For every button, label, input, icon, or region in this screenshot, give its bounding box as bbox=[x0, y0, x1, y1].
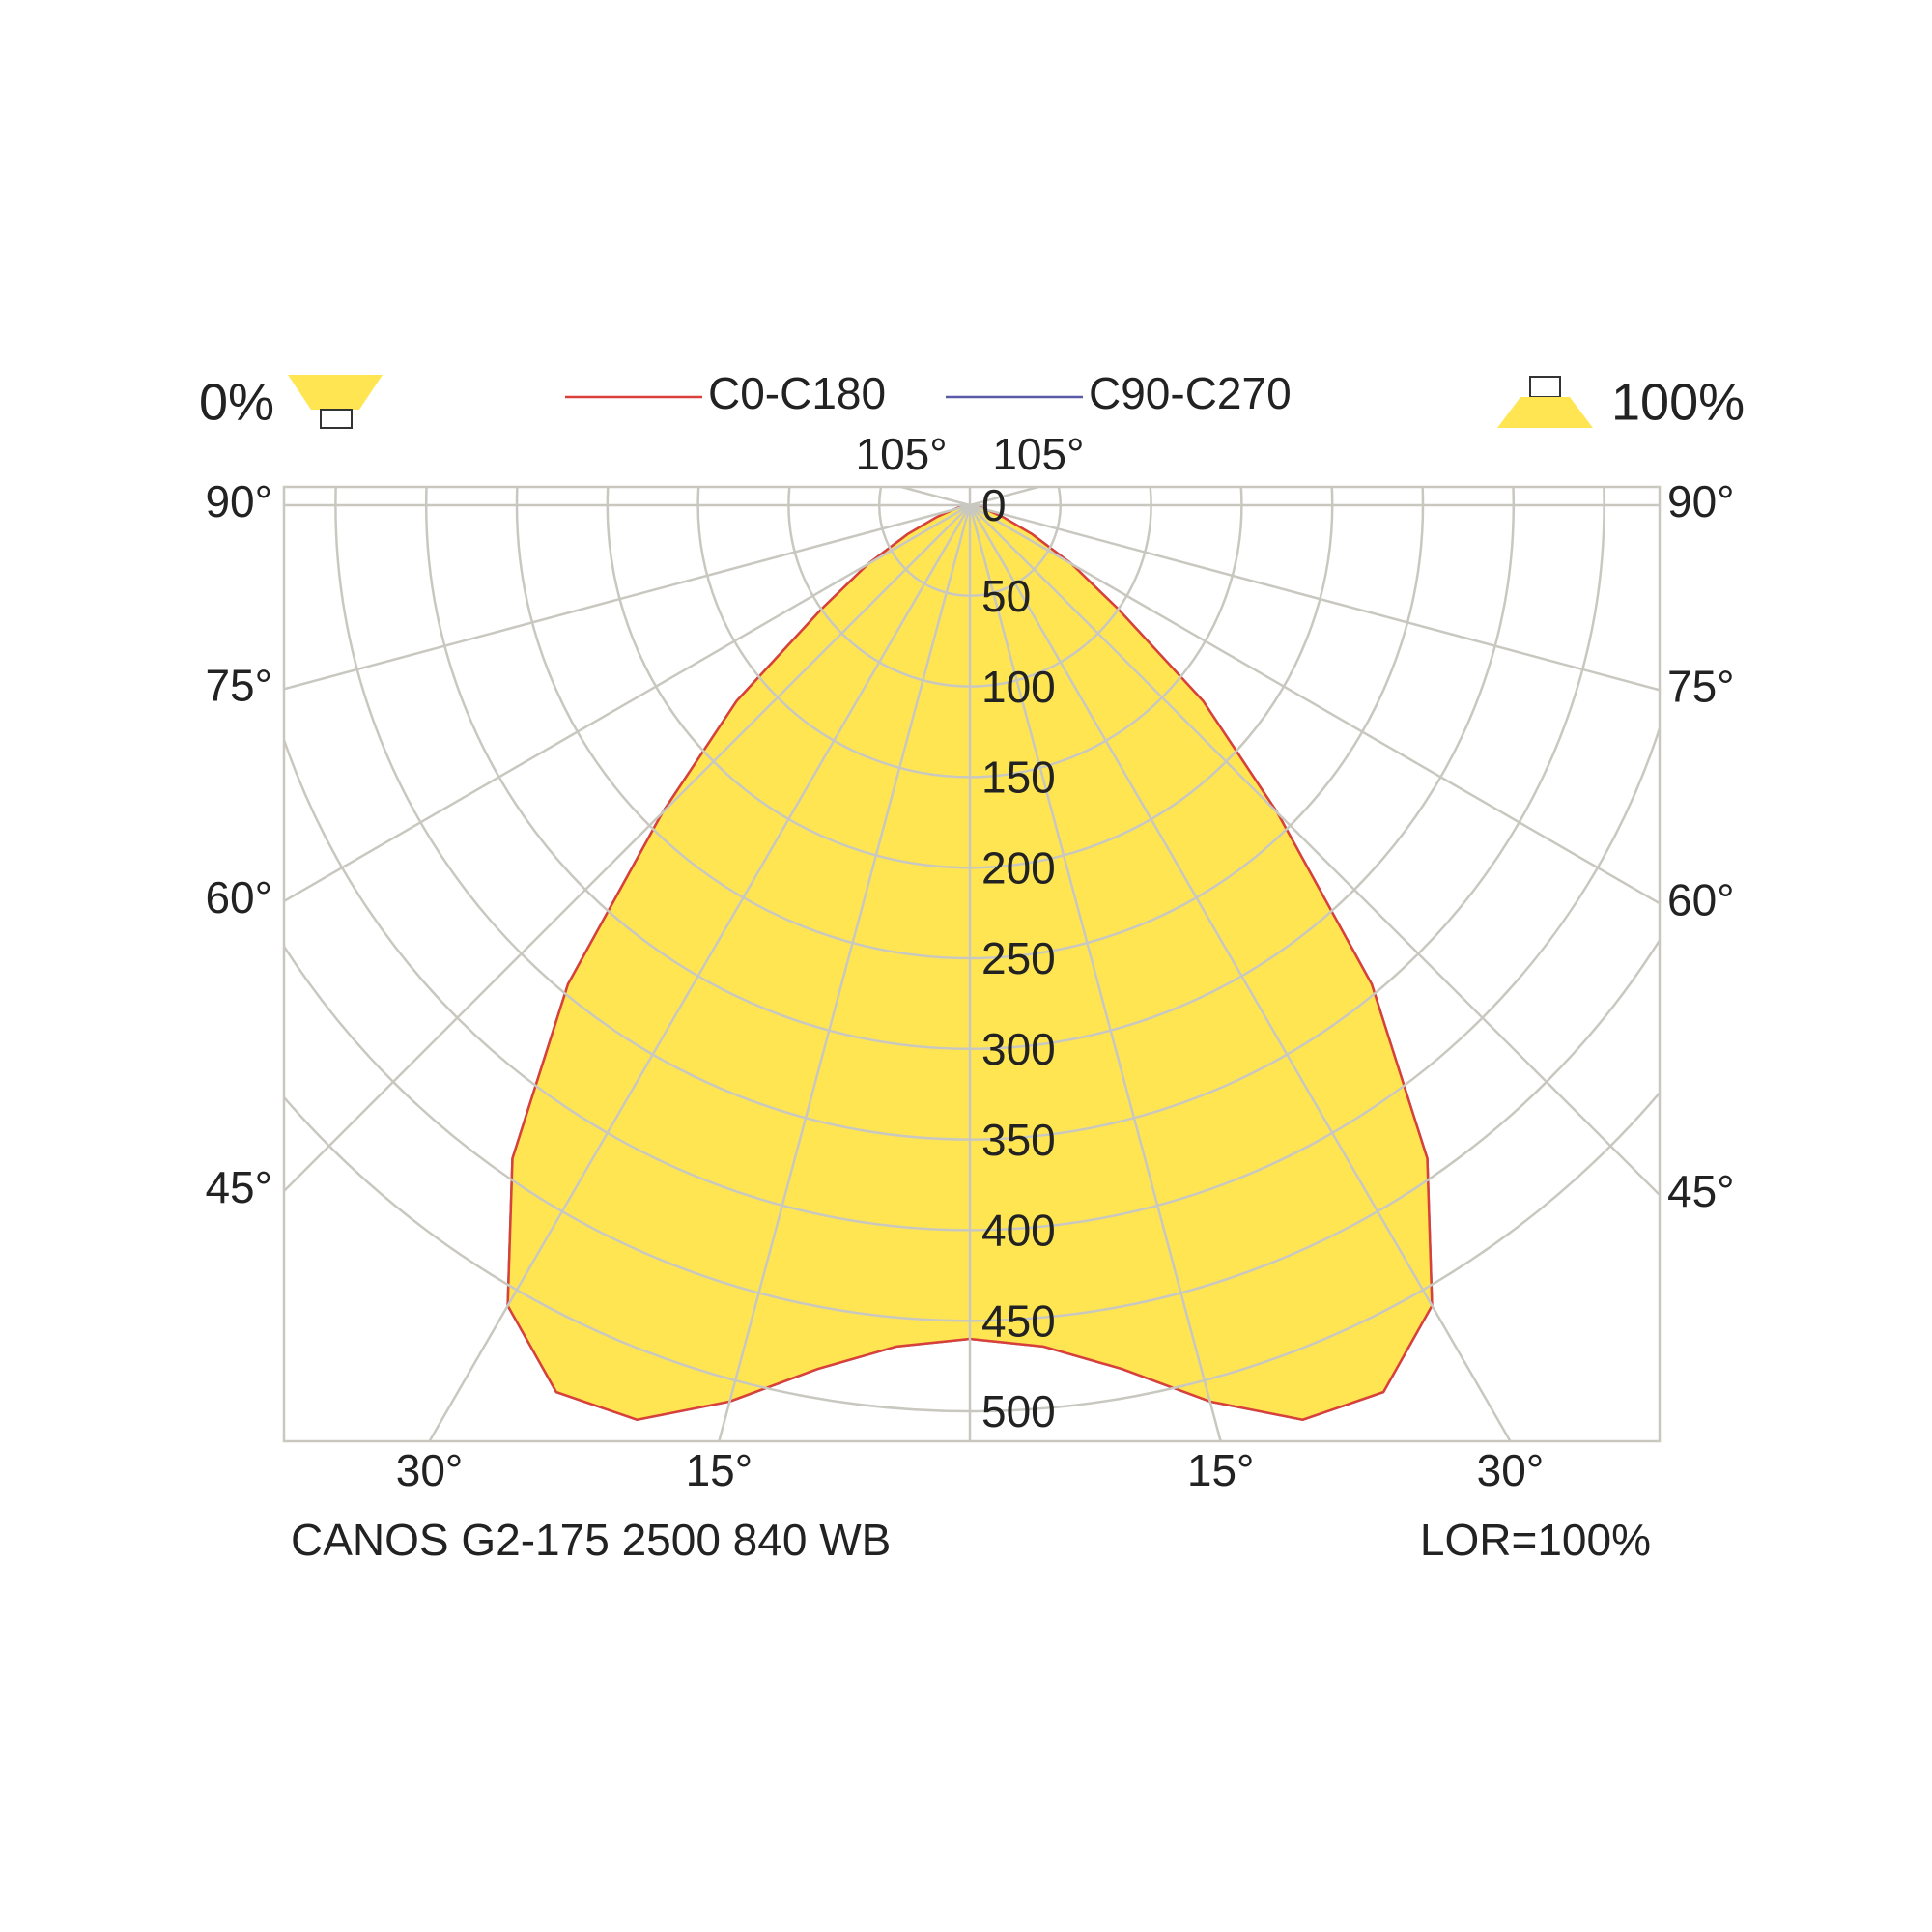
area bbox=[507, 505, 970, 1420]
r-tick-label: 500 bbox=[981, 1386, 1056, 1436]
icon-up bbox=[1497, 397, 1593, 428]
r-tick-label: 150 bbox=[981, 753, 1056, 803]
r-tick-label: 450 bbox=[981, 1295, 1056, 1346]
grid-line bbox=[969, 487, 1039, 507]
angle-tick-label: 60° bbox=[205, 872, 272, 923]
plot-frame bbox=[282, 485, 1662, 1443]
labels: 0 50 100 150 200 250 300 350 400 450 500 15° 15° 30° 3… bbox=[205, 429, 1734, 1495]
angle-tick-label: 90° bbox=[205, 476, 272, 526]
r-tick-label: 400 bbox=[981, 1206, 1056, 1256]
legend-label: C0-C180 bbox=[708, 368, 886, 418]
grid-line bbox=[428, 504, 972, 1441]
angle-tick-label: 15° bbox=[686, 1445, 753, 1495]
grid-line bbox=[968, 504, 1512, 1441]
grid-line bbox=[284, 504, 971, 1192]
angle-tick-label: 75° bbox=[205, 660, 272, 710]
r-tick-label: 100 bbox=[981, 662, 1056, 712]
grid-line bbox=[284, 503, 971, 691]
r-tick-label: 0 bbox=[981, 480, 1007, 530]
grid-line bbox=[969, 503, 1660, 692]
footer-left: CANOS G2-175 2500 840 WB bbox=[291, 1515, 891, 1565]
legend-label: C90-C270 bbox=[1089, 368, 1292, 418]
grid-line bbox=[900, 487, 971, 507]
grid-line bbox=[284, 503, 971, 903]
footer-right: LOR=100% bbox=[1420, 1515, 1651, 1565]
grid-line bbox=[718, 504, 972, 1441]
grid-line bbox=[969, 504, 1660, 1196]
header-right: 100% bbox=[1611, 373, 1745, 431]
angle-tick-label: 60° bbox=[1667, 874, 1735, 924]
angle-tick-label: 45° bbox=[205, 1162, 272, 1212]
r-tick-label: 200 bbox=[981, 842, 1056, 893]
angle-tick-label: 75° bbox=[1667, 661, 1735, 711]
r-tick-label: 250 bbox=[981, 933, 1056, 983]
angle-tick-label: 45° bbox=[1667, 1166, 1735, 1216]
icon-box bbox=[1529, 376, 1561, 398]
r-tick-label: 50 bbox=[981, 571, 1031, 621]
angle-tick-label: 30° bbox=[396, 1445, 464, 1495]
angle-tick-label: 15° bbox=[1187, 1445, 1255, 1495]
r-tick-label: 300 bbox=[981, 1024, 1056, 1074]
area bbox=[970, 505, 1433, 1420]
header-left: 0% bbox=[199, 373, 274, 431]
grid-line bbox=[969, 503, 1660, 905]
angle-tick-label: 105° bbox=[992, 429, 1084, 479]
angle-tick-label: 105° bbox=[856, 429, 948, 479]
grid-line bbox=[968, 504, 1222, 1441]
icon-box bbox=[320, 409, 353, 429]
r-tick-label: 350 bbox=[981, 1115, 1056, 1165]
angle-tick-label: 30° bbox=[1477, 1445, 1545, 1495]
icon-down bbox=[288, 375, 383, 410]
angle-tick-label: 90° bbox=[1667, 476, 1735, 526]
